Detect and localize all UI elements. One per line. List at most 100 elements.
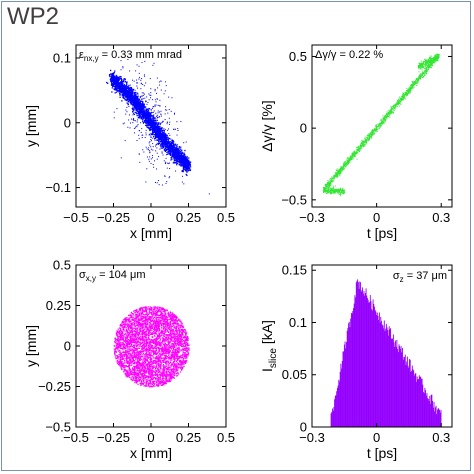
data-point bbox=[383, 118, 385, 120]
data-point bbox=[324, 184, 326, 186]
data-point bbox=[142, 101, 144, 103]
data-point bbox=[428, 62, 430, 64]
data-point bbox=[371, 133, 373, 135]
data-point bbox=[141, 128, 143, 130]
data-point bbox=[339, 170, 341, 172]
data-point bbox=[161, 137, 163, 139]
data-point bbox=[157, 128, 159, 130]
data-point bbox=[136, 121, 138, 123]
data-point bbox=[333, 180, 335, 182]
data-point bbox=[400, 99, 402, 101]
data-point bbox=[130, 102, 133, 104]
data-point bbox=[173, 158, 175, 160]
data-point bbox=[429, 59, 431, 61]
data-point bbox=[175, 148, 177, 150]
data-point bbox=[154, 90, 156, 92]
data-point bbox=[110, 80, 112, 83]
data-point bbox=[155, 128, 157, 130]
data-point bbox=[375, 125, 377, 127]
data-point bbox=[131, 100, 133, 103]
data-point bbox=[329, 181, 331, 183]
data-point bbox=[161, 134, 163, 136]
data-point bbox=[113, 88, 116, 91]
data-point bbox=[383, 117, 385, 119]
data-point bbox=[146, 114, 149, 117]
data-point bbox=[138, 134, 140, 136]
data-point bbox=[324, 189, 326, 191]
data-point bbox=[381, 120, 383, 122]
data-point bbox=[382, 115, 384, 117]
data-point bbox=[331, 189, 333, 191]
data-point bbox=[432, 61, 434, 63]
data-point bbox=[327, 189, 329, 191]
data-point bbox=[340, 190, 342, 192]
data-point bbox=[347, 163, 349, 165]
data-point bbox=[344, 161, 346, 163]
data-point bbox=[403, 97, 405, 99]
data-point bbox=[426, 70, 428, 72]
data-point bbox=[150, 115, 152, 117]
data-point bbox=[176, 156, 179, 159]
data-point bbox=[379, 125, 381, 127]
data-point bbox=[329, 190, 331, 192]
data-point bbox=[386, 117, 388, 119]
data-point bbox=[354, 156, 355, 158]
data-point bbox=[142, 108, 145, 110]
data-point bbox=[153, 110, 155, 112]
data-point bbox=[154, 119, 156, 121]
data-point bbox=[416, 85, 418, 87]
data-point bbox=[153, 131, 155, 134]
data-point bbox=[166, 145, 168, 147]
data-point bbox=[330, 181, 332, 183]
data-point bbox=[154, 88, 156, 90]
data-point bbox=[110, 76, 113, 78]
data-point bbox=[168, 162, 170, 164]
data-point bbox=[143, 115, 145, 118]
data-point bbox=[123, 93, 125, 95]
data-point bbox=[423, 63, 425, 65]
data-point bbox=[185, 162, 188, 164]
data-point bbox=[366, 140, 368, 142]
data-point bbox=[398, 103, 400, 105]
data-point bbox=[189, 164, 192, 166]
data-point bbox=[151, 107, 153, 109]
data-point bbox=[156, 136, 159, 138]
data-point bbox=[126, 81, 128, 83]
data-point bbox=[418, 76, 420, 78]
data-point bbox=[422, 62, 424, 64]
data-point bbox=[327, 182, 329, 184]
data-point bbox=[157, 142, 160, 145]
data-point bbox=[164, 143, 166, 145]
data-point bbox=[139, 115, 141, 117]
data-point bbox=[333, 176, 335, 178]
data-point bbox=[378, 123, 380, 125]
data-point bbox=[364, 141, 366, 143]
data-point bbox=[119, 77, 121, 79]
data-point bbox=[132, 119, 134, 121]
data-point bbox=[371, 136, 373, 138]
data-point bbox=[137, 111, 140, 113]
data-point bbox=[141, 106, 144, 108]
data-point bbox=[173, 152, 176, 154]
data-point bbox=[133, 94, 135, 96]
data-point bbox=[150, 88, 152, 90]
data-point bbox=[414, 82, 416, 84]
data-point bbox=[185, 166, 187, 168]
data-point bbox=[389, 111, 391, 113]
data-point bbox=[424, 74, 426, 76]
data-point bbox=[349, 160, 351, 162]
data-point bbox=[188, 161, 190, 163]
data-point bbox=[168, 137, 171, 140]
data-point bbox=[405, 92, 407, 94]
data-point bbox=[434, 56, 436, 58]
data-point bbox=[421, 66, 423, 68]
data-point bbox=[332, 191, 334, 193]
data-point bbox=[172, 151, 174, 153]
data-point bbox=[402, 93, 404, 95]
data-point bbox=[128, 99, 131, 101]
data-point bbox=[336, 173, 338, 175]
data-point bbox=[427, 62, 429, 64]
data-point bbox=[428, 66, 430, 68]
data-point bbox=[151, 111, 153, 113]
data-point bbox=[424, 71, 426, 73]
